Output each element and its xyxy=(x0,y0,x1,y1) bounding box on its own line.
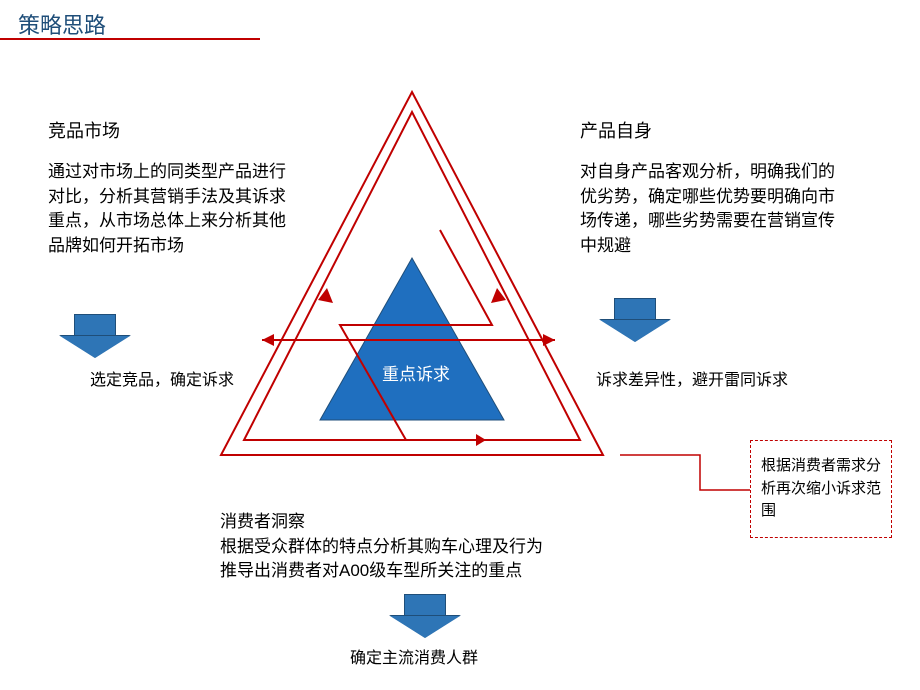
bottom-caption: 确定主流消费人群 xyxy=(350,644,478,668)
left-block: 竞品市场 通过对市场上的同类型产品进行对比，分析其营销手法及其诉求重点，从市场总… xyxy=(48,118,288,259)
dashed-note: 根据消费者需求分析再次缩小诉求范围 xyxy=(750,440,892,538)
spiral-path xyxy=(340,230,492,440)
left-down-arrow xyxy=(60,314,130,358)
bottom-body-1: 根据受众群体的特点分析其购车心理及行为 xyxy=(220,535,640,560)
h-arrow-head-right xyxy=(543,334,555,346)
title-underline xyxy=(0,38,260,40)
right-caption: 诉求差异性，避开雷同诉求 xyxy=(596,366,788,390)
center-triangle-label: 重点诉求 xyxy=(376,360,456,385)
note-connector xyxy=(620,455,750,490)
h-arrow-head-left xyxy=(262,334,274,346)
page-title: 策略思路 xyxy=(18,8,106,40)
left-side-arrowhead xyxy=(318,288,333,303)
spiral-arrowhead xyxy=(476,434,486,446)
bottom-block: 消费者洞察 根据受众群体的特点分析其购车心理及行为 推导出消费者对A00级车型所… xyxy=(220,510,640,584)
right-heading: 产品自身 xyxy=(580,118,840,144)
left-body: 通过对市场上的同类型产品进行对比，分析其营销手法及其诉求重点，从市场总体上来分析… xyxy=(48,160,288,259)
diagram-overlay xyxy=(0,0,920,690)
right-body: 对自身产品客观分析，明确我们的优劣势，确定哪些优势要明确向市场传递，哪些劣势需要… xyxy=(580,160,840,259)
right-block: 产品自身 对自身产品客观分析，明确我们的优劣势，确定哪些优势要明确向市场传递，哪… xyxy=(580,118,840,259)
left-caption: 选定竞品，确定诉求 xyxy=(90,366,234,390)
bottom-down-arrow xyxy=(390,594,460,638)
center-triangle xyxy=(320,258,504,420)
outer-triangle-2 xyxy=(244,112,580,440)
right-side-arrowhead xyxy=(491,288,506,303)
left-heading: 竞品市场 xyxy=(48,118,288,144)
bottom-heading: 消费者洞察 xyxy=(220,510,640,535)
bottom-body-2: 推导出消费者对A00级车型所关注的重点 xyxy=(220,559,640,584)
right-down-arrow xyxy=(600,298,670,342)
